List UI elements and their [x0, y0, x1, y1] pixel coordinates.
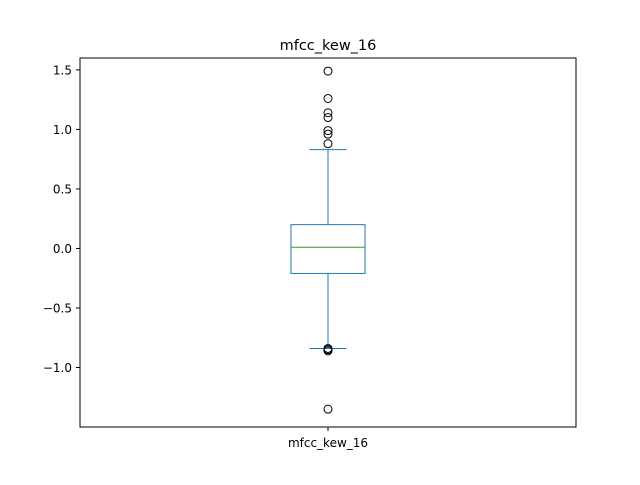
y-tick-label: −1.0: [43, 361, 72, 375]
y-tick-label: 0.5: [53, 182, 72, 196]
plot-area: −1.0 −0.5 0.0 0.5 1.0 1.5 mfcc_kew_16: [43, 57, 577, 450]
outlier-point: [323, 139, 333, 149]
chart-title: mfcc_kew_16: [280, 38, 377, 54]
y-tick-label: −0.5: [43, 301, 72, 315]
outlier-point: [323, 108, 333, 118]
outlier-point: [323, 66, 333, 76]
outlier-point: [323, 129, 333, 139]
y-tick-label: 1.5: [53, 63, 72, 77]
iqr-box: [290, 224, 366, 274]
outlier-point: [323, 404, 333, 414]
outlier-point: [323, 113, 333, 123]
outlier-point: [323, 346, 333, 356]
y-tick-label: 0.0: [53, 242, 72, 256]
outlier-point: [323, 93, 333, 103]
axes-frame: [79, 57, 577, 428]
outlier-point: [323, 126, 333, 136]
y-tick-label: 1.0: [53, 123, 72, 137]
x-tick-label: mfcc_kew_16: [288, 436, 368, 450]
